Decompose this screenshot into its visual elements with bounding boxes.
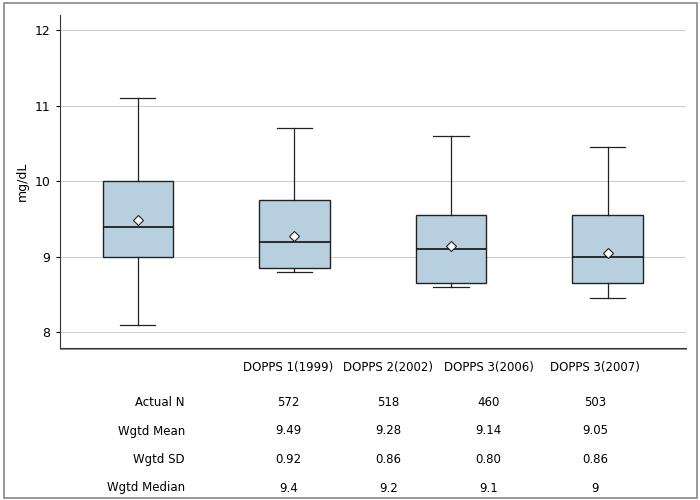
Text: 9.1: 9.1 [480,482,498,494]
Text: Actual N: Actual N [135,396,185,409]
Text: Wgtd SD: Wgtd SD [133,453,185,466]
Text: 503: 503 [584,396,606,409]
Text: 9.49: 9.49 [275,424,301,438]
Text: 518: 518 [377,396,400,409]
PathPatch shape [573,216,643,284]
Text: DOPPS 3(2006): DOPPS 3(2006) [444,362,533,374]
Y-axis label: mg/dL: mg/dL [16,162,29,201]
Text: 9.4: 9.4 [279,482,298,494]
Text: 572: 572 [277,396,300,409]
Text: 9.28: 9.28 [375,424,402,438]
Text: DOPPS 3(2007): DOPPS 3(2007) [550,362,640,374]
Text: 0.92: 0.92 [275,453,301,466]
Text: 9.14: 9.14 [475,424,502,438]
Text: DOPPS 1(1999): DOPPS 1(1999) [243,362,333,374]
PathPatch shape [416,216,486,284]
Text: 0.86: 0.86 [582,453,608,466]
PathPatch shape [259,200,330,268]
Text: 9: 9 [592,482,599,494]
Text: Wgtd Median: Wgtd Median [106,482,185,494]
Text: 0.86: 0.86 [375,453,401,466]
Text: DOPPS 2(2002): DOPPS 2(2002) [344,362,433,374]
Text: Wgtd Mean: Wgtd Mean [118,424,185,438]
Text: 9.05: 9.05 [582,424,608,438]
PathPatch shape [103,181,173,257]
Text: 460: 460 [477,396,500,409]
Text: 0.80: 0.80 [476,453,502,466]
Text: 9.2: 9.2 [379,482,398,494]
